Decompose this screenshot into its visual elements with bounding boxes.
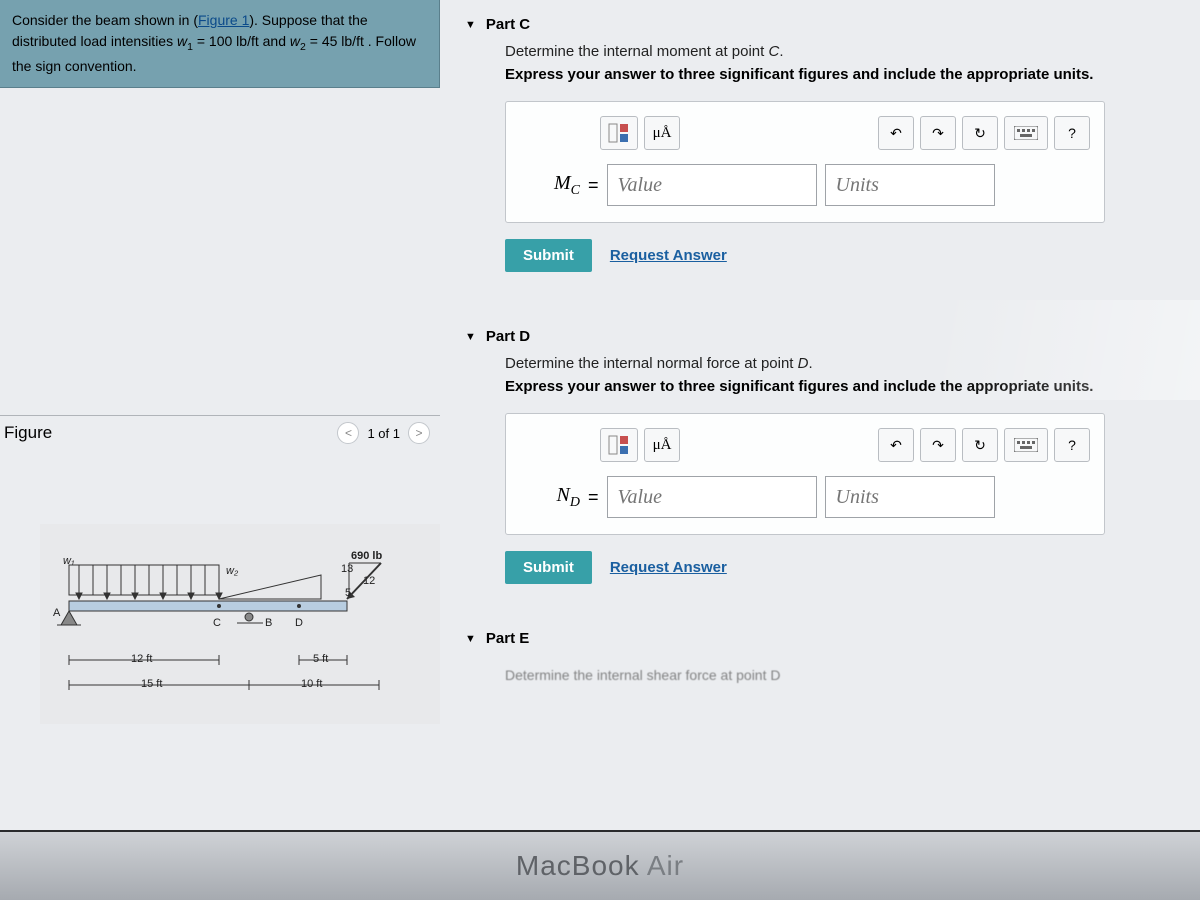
caret-down-icon: ▼: [465, 19, 476, 31]
part-d-submit-button[interactable]: Submit: [505, 551, 592, 584]
figure-prev-button[interactable]: <: [337, 422, 359, 444]
part-d-header[interactable]: ▼ Part D: [465, 312, 1185, 355]
diagram-point-a: A: [53, 607, 60, 619]
diagram-point-b: B: [265, 617, 272, 629]
diagram-dim-15: 15 ft: [141, 678, 162, 690]
caret-down-icon: ▼: [465, 633, 476, 645]
equals-sign: =: [588, 175, 599, 196]
templates-button[interactable]: [600, 428, 638, 462]
part-c-instructions: Express your answer to three significant…: [505, 66, 1185, 83]
part-d-request-answer-link[interactable]: Request Answer: [610, 559, 727, 576]
help-button[interactable]: ?: [1054, 116, 1090, 150]
part-e-header[interactable]: ▼ Part E: [465, 614, 1185, 657]
help-button[interactable]: ?: [1054, 428, 1090, 462]
reset-button[interactable]: ↻: [962, 428, 998, 462]
units-button[interactable]: μÅ: [644, 116, 680, 150]
undo-button[interactable]: ↶: [878, 116, 914, 150]
part-c-value-input[interactable]: [607, 164, 817, 206]
figure-nav-text: 1 of 1: [363, 426, 404, 441]
diagram-dim-5: 5 ft: [313, 653, 328, 665]
part-d-variable: ND: [520, 484, 580, 511]
diagram-dim-10: 10 ft: [301, 678, 322, 690]
part-c-description: Determine the internal moment at point C…: [505, 43, 1185, 60]
diagram-ratio-right: 12: [363, 575, 375, 587]
diagram-dim-12: 12 ft: [131, 653, 152, 665]
part-d-units-input[interactable]: [825, 476, 995, 518]
figure-title: Figure: [4, 423, 52, 443]
diagram-ratio-top: 13: [341, 563, 353, 575]
problem-statement: Consider the beam shown in (Figure 1). S…: [0, 0, 440, 88]
part-d-description: Determine the internal normal force at p…: [505, 355, 1185, 372]
part-c-request-answer-link[interactable]: Request Answer: [610, 247, 727, 264]
units-button[interactable]: μÅ: [644, 428, 680, 462]
part-c-units-input[interactable]: [825, 164, 995, 206]
redo-button[interactable]: ↷: [920, 428, 956, 462]
part-e-hint: Determine the internal shear force at po…: [465, 667, 1185, 683]
part-c-variable: MC: [520, 172, 580, 199]
part-d-value-input[interactable]: [607, 476, 817, 518]
diagram-point-c: C: [213, 617, 221, 629]
keyboard-button[interactable]: [1004, 428, 1048, 462]
figure-panel: Figure < 1 of 1 > w₁ w₂ 690 lb: [0, 415, 440, 724]
diagram-point-d: D: [295, 617, 303, 629]
redo-button[interactable]: ↷: [920, 116, 956, 150]
diagram-svg: [41, 525, 441, 725]
templates-button[interactable]: [600, 116, 638, 150]
figure-next-button[interactable]: >: [408, 422, 430, 444]
laptop-bezel: MacBook Air: [0, 830, 1200, 900]
figure-diagram: w₁ w₂ 690 lb: [40, 524, 440, 724]
part-d-instructions: Express your answer to three significant…: [505, 378, 1185, 395]
part-c-answer-box: μÅ ↶ ↷ ↻ ? MC =: [505, 101, 1105, 223]
problem-text: Consider the beam shown in (: [12, 12, 198, 28]
keyboard-button[interactable]: [1004, 116, 1048, 150]
part-d-answer-box: μÅ ↶ ↷ ↻ ? ND =: [505, 413, 1105, 535]
part-c-submit-button[interactable]: Submit: [505, 239, 592, 272]
reset-button[interactable]: ↻: [962, 116, 998, 150]
undo-button[interactable]: ↶: [878, 428, 914, 462]
caret-down-icon: ▼: [465, 331, 476, 343]
equals-sign: =: [588, 487, 599, 508]
figure-link[interactable]: Figure 1: [198, 12, 249, 28]
part-c-header[interactable]: ▼ Part C: [465, 0, 1185, 43]
laptop-brand: MacBook Air: [516, 850, 684, 882]
diagram-ratio-bottom: 5: [345, 587, 351, 599]
